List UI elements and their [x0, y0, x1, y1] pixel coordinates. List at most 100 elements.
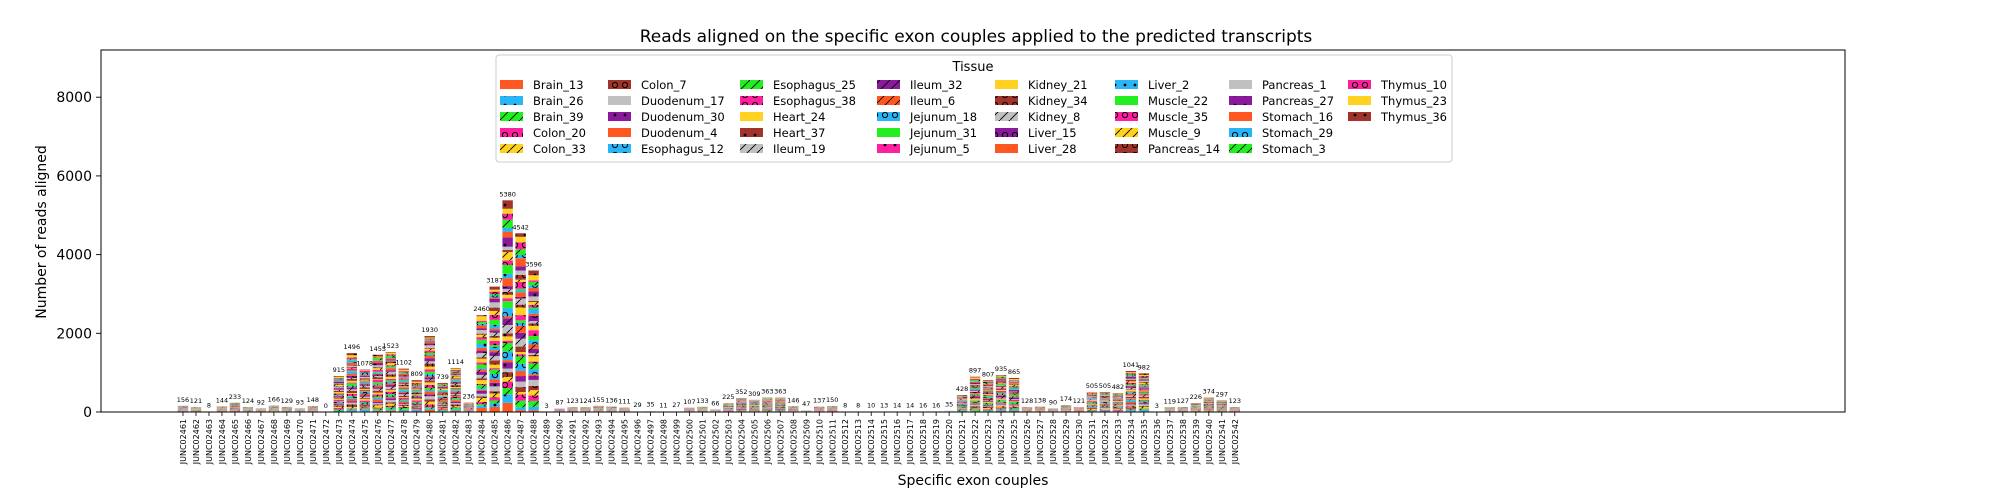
- bar-segment: [489, 407, 499, 412]
- bar-segment: [476, 372, 486, 375]
- bar-segment: [438, 395, 448, 396]
- bar-segment: [386, 365, 396, 366]
- bar-segment: [386, 356, 396, 358]
- bar-segment: [1126, 376, 1136, 377]
- bar-segment: [412, 400, 422, 401]
- bar-segment: [476, 398, 486, 402]
- bar-segment: [438, 410, 448, 411]
- bar-segment: [360, 381, 370, 382]
- bar-segment: [334, 399, 344, 400]
- bar-segment: [957, 407, 967, 408]
- x-tick-label: JUNC02510: [815, 419, 824, 465]
- bar-segment: [412, 384, 422, 385]
- bar-segment: [334, 390, 344, 391]
- bar-segment: [399, 369, 409, 370]
- x-tick-label: JUNC02481: [439, 419, 448, 465]
- x-tick-label: JUNC02524: [997, 419, 1006, 465]
- bar-segment: [970, 395, 980, 396]
- bar-segment: [373, 402, 383, 403]
- bar-segment: [502, 260, 512, 265]
- bar-segment: [1139, 390, 1149, 391]
- bar-segment: [412, 404, 422, 405]
- value-label: 14: [906, 401, 914, 409]
- bar-segment: [970, 395, 980, 396]
- bar-segment: [438, 393, 448, 394]
- bar-segment: [399, 387, 409, 389]
- bar-segment: [1100, 395, 1110, 396]
- x-tick-label: JUNC02523: [984, 419, 993, 465]
- x-tick-label: JUNC02512: [841, 419, 850, 465]
- x-tick-label: JUNC02471: [309, 419, 318, 465]
- bar-segment: [373, 358, 383, 359]
- bar-JUNC02493: [593, 406, 603, 412]
- bar-segment: [438, 390, 448, 391]
- bar-segment: [476, 406, 486, 408]
- bar-segment: [502, 298, 512, 301]
- bar-segment: [1204, 401, 1214, 402]
- bar-segment: [476, 380, 486, 384]
- bar-segment: [1113, 394, 1123, 395]
- bar-segment: [1113, 396, 1123, 397]
- bar-segment: [515, 371, 525, 376]
- bar-segment: [528, 271, 538, 276]
- value-label: 27: [672, 401, 680, 409]
- bar-JUNC02529: [1061, 405, 1071, 412]
- bar-segment: [1087, 401, 1097, 402]
- bar-segment: [489, 336, 499, 338]
- bar-segment: [489, 347, 499, 350]
- bar-segment: [957, 400, 967, 401]
- bar-segment: [334, 382, 344, 383]
- bar-segment: [970, 397, 980, 399]
- bar-segment: [425, 364, 435, 367]
- value-label: 124: [242, 397, 254, 405]
- bar-segment: [476, 389, 486, 390]
- bar-segment: [1126, 404, 1136, 405]
- bar-segment: [957, 396, 967, 397]
- bar-segment: [412, 393, 422, 394]
- bar-segment: [347, 371, 357, 373]
- bar-segment: [347, 383, 357, 385]
- bar-segment: [412, 389, 422, 390]
- bar-segment: [736, 401, 746, 402]
- x-tick-label: JUNC02506: [763, 419, 772, 465]
- bar-segment: [1139, 401, 1149, 402]
- legend-label: Muscle_35: [1148, 110, 1208, 124]
- value-label: 0: [324, 402, 328, 410]
- bar-segment: [489, 320, 499, 325]
- bar-segment: [1009, 380, 1019, 381]
- bar-segment: [1139, 404, 1149, 406]
- bar-JUNC02526: [1022, 407, 1032, 412]
- y-tick-label: 8000: [56, 90, 92, 106]
- bar-JUNC02534: [1126, 371, 1136, 412]
- bar-segment: [347, 368, 357, 369]
- bar-segment: [996, 389, 1006, 390]
- legend-swatch: [500, 96, 523, 105]
- value-label: 137: [813, 397, 825, 405]
- bar-segment: [489, 360, 499, 364]
- bar-segment: [450, 370, 460, 371]
- bar-segment: [528, 275, 538, 280]
- bar-segment: [1087, 403, 1097, 404]
- bar-segment: [1009, 392, 1019, 393]
- bar-segment: [983, 392, 993, 393]
- bar-segment: [970, 388, 980, 389]
- bar-segment: [502, 316, 512, 318]
- bar-segment: [502, 343, 512, 351]
- bar-segment: [360, 391, 370, 392]
- bar-segment: [373, 367, 383, 368]
- bar-segment: [528, 374, 538, 376]
- bar-segment: [996, 384, 1006, 385]
- bar-segment: [347, 386, 357, 387]
- bar-JUNC02466: [243, 407, 253, 412]
- bar-segment: [1139, 375, 1149, 376]
- x-tick-label: JUNC02472: [322, 419, 331, 465]
- bar-segment: [450, 396, 460, 397]
- bar-segment: [983, 394, 993, 395]
- bar-segment: [489, 386, 499, 391]
- value-label: 225: [722, 393, 734, 401]
- bar-segment: [476, 334, 486, 335]
- bar-segment: [373, 387, 383, 389]
- bar-segment: [1009, 398, 1019, 400]
- value-label: 90: [1049, 398, 1057, 406]
- bar-segment: [476, 368, 486, 369]
